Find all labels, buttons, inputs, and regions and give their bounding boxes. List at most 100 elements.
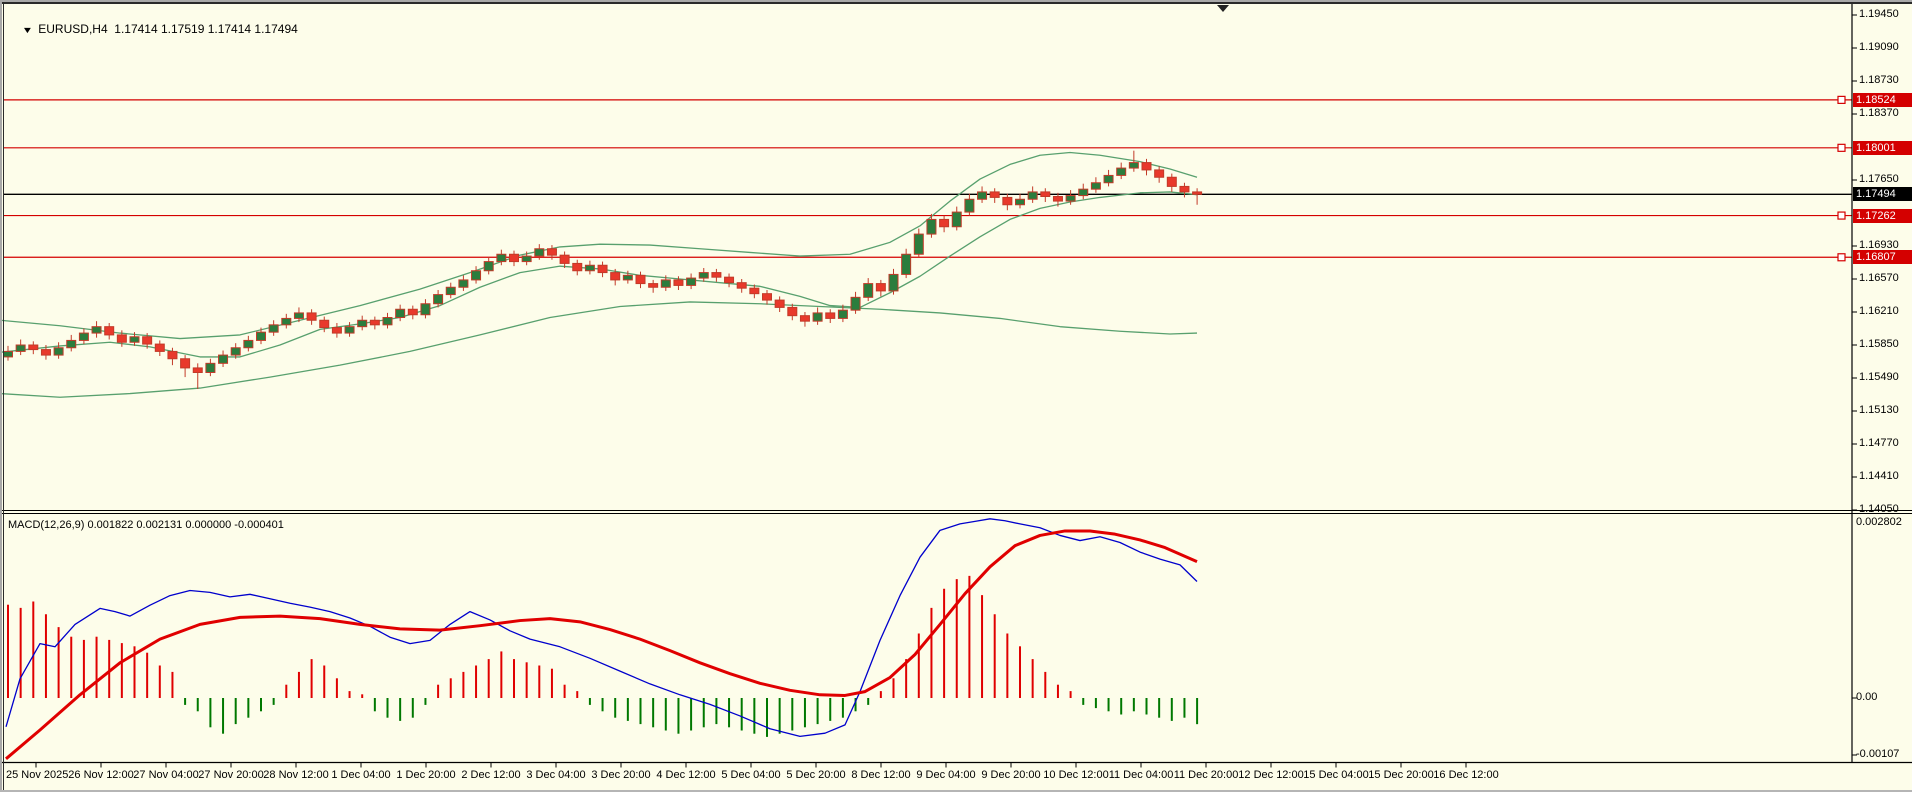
window-border-top-inner bbox=[0, 2, 1912, 4]
price-axis-tick-label[interactable]: 1.15130 bbox=[1859, 404, 1899, 416]
candle-bull bbox=[256, 331, 266, 341]
candle-bear bbox=[509, 253, 519, 263]
candle-bull bbox=[1090, 182, 1101, 190]
time-axis-label[interactable]: 10 Dec 12:00 bbox=[1043, 769, 1109, 781]
time-axis-label[interactable]: 28 Nov 12:00 bbox=[263, 769, 329, 781]
candle-bull bbox=[521, 255, 532, 263]
window-border-bottom bbox=[0, 790, 1912, 792]
candle-bull bbox=[205, 362, 216, 374]
candle-bull bbox=[433, 294, 444, 305]
candle-bull bbox=[1116, 167, 1127, 176]
candle-bear bbox=[762, 293, 772, 301]
candle-bear bbox=[572, 262, 583, 272]
price-axis-tick-label[interactable]: 1.15490 bbox=[1859, 371, 1899, 383]
macd-axis-zero-label[interactable]: 0.00 bbox=[1856, 691, 1878, 703]
time-axis-label[interactable]: 26 Nov 12:00 bbox=[68, 769, 134, 781]
hline-marker-3[interactable] bbox=[1837, 253, 1846, 262]
price-axis-tick-label[interactable]: 1.18730 bbox=[1859, 74, 1899, 86]
candle-bear bbox=[1052, 196, 1063, 202]
candle-bear bbox=[142, 336, 153, 345]
candle-bull bbox=[686, 277, 697, 286]
time-axis-label[interactable]: 27 Nov 04:00 bbox=[133, 769, 199, 781]
candle-bear bbox=[736, 282, 747, 289]
candle-bear bbox=[989, 191, 1000, 198]
candle-bear bbox=[673, 279, 684, 286]
candle-bear bbox=[1179, 185, 1190, 193]
candle-bull bbox=[15, 344, 26, 352]
time-axis-label[interactable]: 16 Dec 12:00 bbox=[1433, 769, 1499, 781]
price-axis-tick-label[interactable]: 1.19450 bbox=[1859, 8, 1899, 20]
macd-axis-bottom-label[interactable]: -0.00107 bbox=[1856, 748, 1900, 760]
time-axis-label[interactable]: 5 Dec 04:00 bbox=[721, 769, 781, 781]
time-axis-label[interactable]: 25 Nov 2025 bbox=[6, 769, 69, 781]
candle-bear bbox=[1166, 176, 1177, 187]
candle-bull bbox=[281, 317, 292, 326]
time-axis-label[interactable]: 9 Dec 20:00 bbox=[981, 769, 1041, 781]
price-axis-tick-label[interactable]: 1.16210 bbox=[1859, 305, 1899, 317]
candle-bear bbox=[774, 299, 785, 308]
candle-bull bbox=[218, 354, 229, 364]
price-axis-tick-label[interactable]: 1.16570 bbox=[1859, 272, 1899, 284]
candle-bull bbox=[863, 283, 874, 298]
candle-bull bbox=[698, 272, 709, 279]
macd-histogram-group bbox=[7, 575, 1199, 737]
candle-bear bbox=[369, 319, 380, 326]
candle-bull bbox=[293, 312, 304, 319]
price-axis-tick-label[interactable]: 1.14050 bbox=[1859, 503, 1899, 515]
candle-bear bbox=[799, 315, 810, 322]
time-axis-label[interactable]: 1 Dec 04:00 bbox=[331, 769, 391, 781]
symbol-ohlc-label: ▼ EURUSD,H4 1.17414 1.17519 1.17414 1.174… bbox=[10, 8, 298, 50]
time-axis-label[interactable]: 9 Dec 04:00 bbox=[916, 769, 976, 781]
candle-bull bbox=[913, 233, 924, 255]
price-axis-tick-label[interactable]: 1.14410 bbox=[1859, 470, 1899, 482]
time-axis-label[interactable]: 11 Dec 04:00 bbox=[1108, 769, 1174, 781]
candle-bear bbox=[28, 344, 39, 351]
candles-group bbox=[3, 150, 1203, 390]
time-axis-label[interactable]: 2 Dec 12:00 bbox=[461, 769, 521, 781]
time-axis-label[interactable]: 4 Dec 12:00 bbox=[656, 769, 716, 781]
candle-bull bbox=[420, 303, 431, 316]
candle-bear bbox=[635, 274, 646, 285]
candle-bull bbox=[66, 339, 77, 349]
time-axis-label[interactable]: 15 Dec 20:00 bbox=[1368, 769, 1434, 781]
hline-marker-2[interactable] bbox=[1837, 211, 1846, 220]
time-axis-label[interactable]: 5 Dec 20:00 bbox=[786, 769, 846, 781]
candle-bull bbox=[977, 191, 988, 200]
candle-bear bbox=[825, 312, 836, 319]
candle-bear bbox=[116, 334, 127, 343]
price-axis-tick-label[interactable]: 1.16930 bbox=[1859, 239, 1899, 251]
candle-bull bbox=[837, 309, 848, 319]
symbol-dropdown-icon[interactable]: ▼ bbox=[22, 25, 34, 35]
candle-bull bbox=[850, 296, 861, 311]
candle-bull bbox=[483, 261, 494, 272]
candle-bear bbox=[1154, 169, 1165, 178]
band-lower-line bbox=[0, 301, 1198, 398]
price-axis-tick-label[interactable]: 1.15850 bbox=[1859, 338, 1899, 350]
price-axis-tick-label[interactable]: 1.19090 bbox=[1859, 41, 1899, 53]
time-axis-label[interactable]: 15 Dec 04:00 bbox=[1303, 769, 1369, 781]
candle-bear bbox=[711, 272, 722, 278]
price-axis-tick-label[interactable]: 1.14770 bbox=[1859, 437, 1899, 449]
time-axis-label[interactable]: 1 Dec 20:00 bbox=[396, 769, 456, 781]
candle-bull bbox=[445, 286, 456, 296]
candle-bull bbox=[1103, 174, 1114, 184]
price-axis-tick-label[interactable]: 1.17650 bbox=[1859, 173, 1899, 185]
price-axis-tick-label[interactable]: 1.18370 bbox=[1859, 107, 1899, 119]
time-axis-label[interactable]: 12 Dec 12:00 bbox=[1238, 769, 1304, 781]
candle-bull bbox=[964, 198, 975, 213]
candle-bear bbox=[559, 254, 570, 264]
time-axis-label[interactable]: 27 Nov 20:00 bbox=[198, 769, 264, 781]
candle-bull bbox=[268, 324, 279, 333]
hline-marker-1[interactable] bbox=[1837, 143, 1846, 152]
chart-shift-marker-icon[interactable] bbox=[1217, 5, 1229, 12]
candle-bear bbox=[610, 272, 621, 281]
time-axis-label[interactable]: 3 Dec 20:00 bbox=[591, 769, 651, 781]
macd-axis-top-label[interactable]: 0.002802 bbox=[1856, 516, 1902, 528]
hline-marker-0[interactable] bbox=[1837, 95, 1846, 104]
time-axis-label[interactable]: 8 Dec 12:00 bbox=[851, 769, 911, 781]
time-axis-label[interactable]: 11 Dec 20:00 bbox=[1173, 769, 1239, 781]
candle-bull bbox=[382, 317, 393, 326]
time-axis-label[interactable]: 3 Dec 04:00 bbox=[526, 769, 586, 781]
